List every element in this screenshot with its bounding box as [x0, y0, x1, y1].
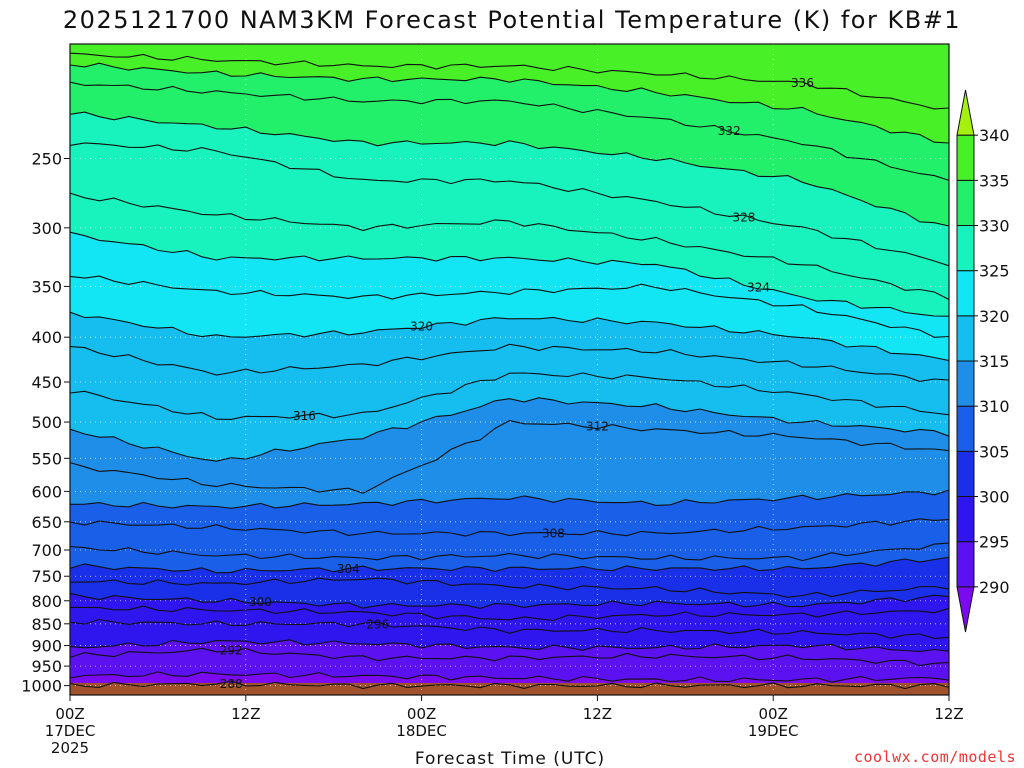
colorbar-swatch-7: [956, 270, 975, 317]
ground-strip: [70, 683, 949, 695]
isentrope-322: [69, 275, 950, 338]
colorbar-label-340: 340: [979, 126, 1010, 145]
isentrope-300: [69, 592, 950, 609]
contour-label-312: 312: [586, 420, 609, 434]
isentrope-312: [69, 420, 950, 494]
y-tick-label-600: 600: [31, 482, 62, 501]
y-tick-label-350: 350: [31, 277, 62, 296]
isentrope-302: [69, 577, 950, 598]
colorbar-swatch-6: [956, 315, 975, 362]
colorbar-label-300: 300: [979, 488, 1010, 507]
isentrope-308: [69, 518, 950, 537]
colorbar-label-310: 310: [979, 397, 1010, 416]
colorbar-swatch-1: [956, 541, 975, 588]
y-tick-label-900: 900: [31, 637, 62, 656]
isentrope-330: [69, 111, 950, 227]
isentrope-290: [69, 671, 950, 683]
colorbar-swatch-2: [956, 496, 975, 543]
colorbar-label-320: 320: [979, 307, 1010, 326]
x-tick-label-0: 00Z: [55, 705, 84, 723]
x-tick-label-60: 12Z: [934, 705, 963, 723]
axes: 250 300 350 400 450 500 550 600 650 700 750 800 850 9…: [21, 43, 964, 757]
y-tick-label-800: 800: [31, 592, 62, 611]
isentrope-336: [69, 52, 950, 110]
y-tick-label-250: 250: [31, 149, 62, 168]
y-tick-label-400: 400: [31, 328, 62, 347]
contour-label-332: 332: [718, 124, 741, 138]
isentrope-334: [69, 62, 950, 144]
y-tick-label-700: 700: [31, 541, 62, 560]
isentrope-320: [69, 311, 950, 362]
contour-label-316: 316: [293, 409, 316, 423]
contour-label-288: 288: [220, 677, 243, 691]
isentrope-318: [69, 343, 950, 382]
plot-frame: [69, 43, 950, 696]
colorbar-swatch-0: [956, 586, 975, 633]
colorbar-label-335: 335: [979, 171, 1010, 190]
isentrope-310: [69, 489, 950, 509]
colorbar-swatch-3: [956, 450, 975, 498]
colorbar-label-315: 315: [979, 352, 1010, 371]
isentrope-316: [69, 372, 950, 420]
colorbar-swatch-9: [956, 179, 975, 226]
colorbar-label-290: 290: [979, 578, 1010, 597]
x-tick-year-0: 2025: [51, 739, 89, 757]
contour-label-324: 324: [747, 281, 770, 295]
isentrope-328: [69, 142, 950, 267]
contour-label-320: 320: [410, 320, 433, 334]
x-tick-label-24: 00Z: [407, 705, 436, 723]
x-tick-label-12: 12Z: [231, 705, 260, 723]
x-tick-date-48: 19DEC: [748, 722, 799, 740]
colorbar-swatch-10: [956, 134, 975, 181]
y-tick-label-750: 750: [31, 567, 62, 586]
credit-text: coolwx.com/models: [854, 748, 1016, 766]
isentrope-306: [69, 542, 950, 562]
isentrope-324: [69, 231, 950, 317]
chart-title: 2025121700 NAM3KM Forecast Potential Tem…: [63, 6, 961, 34]
plot-area: 288 292 296 300 304 308 312 316 320 324 328 332 336: [69, 44, 950, 696]
colorbar-swatch-5: [956, 360, 975, 407]
colorbar-label-305: 305: [979, 442, 1010, 461]
x-tick-label-48: 00Z: [759, 705, 788, 723]
contour-label-308: 308: [542, 526, 565, 540]
y-tick-label-650: 650: [31, 513, 62, 532]
colorbar-swatch-11: [956, 89, 975, 136]
isentrope-332: [69, 81, 950, 181]
isentrope-292: [69, 647, 950, 667]
isentrope-296: [69, 618, 950, 639]
isentrope-288: [69, 680, 950, 690]
colorbar-label-330: 330: [979, 217, 1010, 236]
colorbar: 290 295 300 305 310 315 320 325 330 335 340: [956, 89, 1010, 633]
y-tick-label-500: 500: [31, 413, 62, 432]
x-tick-label-36: 12Z: [583, 705, 612, 723]
x-tick-date-24: 18DEC: [396, 722, 447, 740]
isentrope-314: [69, 397, 950, 462]
colorbar-swatch-4: [956, 405, 975, 452]
y-tick-label-300: 300: [31, 219, 62, 238]
y-tick-label-950: 950: [31, 657, 62, 676]
isentrope-326: [69, 192, 950, 300]
contour-label-292: 292: [220, 644, 243, 658]
contour-label-300: 300: [249, 595, 272, 609]
x-tick-date-0: 17DEC: [45, 722, 96, 740]
y-tick-label-450: 450: [31, 373, 62, 392]
y-tick-label-1000: 1000: [21, 677, 62, 696]
colorbar-label-295: 295: [979, 533, 1010, 552]
contour-label-336: 336: [791, 76, 814, 90]
isentrope-304: [69, 556, 950, 574]
y-tick-label-850: 850: [31, 615, 62, 634]
colorbar-label-325: 325: [979, 262, 1010, 281]
colorbar-swatch-8: [956, 225, 975, 272]
contour-label-296: 296: [366, 617, 389, 631]
y-tick-label-550: 550: [31, 449, 62, 468]
isentrope-298: [70, 605, 950, 622]
isentrope-294: [69, 639, 950, 653]
x-axis-label: Forecast Time (UTC): [415, 749, 605, 768]
contour-label-304: 304: [337, 562, 360, 576]
contour-label-328: 328: [732, 211, 755, 225]
